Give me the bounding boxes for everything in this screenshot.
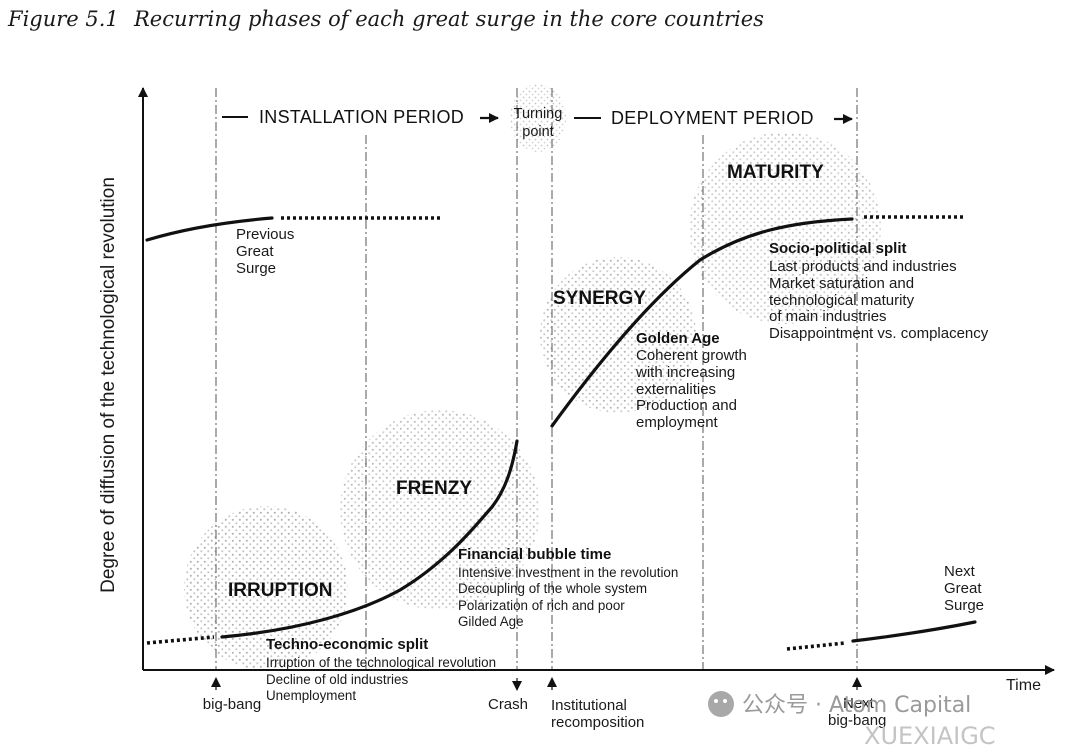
irruption-lead-in [146,635,215,645]
previous-surge-text: Previous Great Surge [236,226,294,277]
golden-age-line: Production and [636,397,737,414]
socio-political-line: Market saturation and [769,275,914,292]
wechat-icon [708,691,734,717]
financial-bubble: Financial bubble time Intensive investme… [458,546,678,629]
watermark: XUEXIAIGC 公众号 · Atom Capital [708,691,996,746]
next-surge-line: Great [944,580,982,597]
turning-point-label-2: point [522,124,553,140]
socio-political-line: technological maturity [769,292,915,309]
financial-bubble-line: Intensive investment in the revolution [458,565,678,580]
previous-surge-line: Surge [236,260,276,277]
caption-text: Recurring phases of each great surge in … [133,7,764,31]
socio-political-line: Last products and industries [769,258,957,275]
next-surge-text: Next Great Surge [944,563,984,614]
watermark-text: 公众号 · Atom Capital [742,693,971,718]
next-surge-line: Next [944,563,976,580]
techno-economic-split: Techno-economic split Irruption of the t… [266,636,496,703]
synergy-blob [540,257,696,413]
caption-number: Figure 5.1 [7,7,119,31]
golden-age-line: externalities [636,381,716,398]
next-surge-line: Surge [944,597,984,614]
big-bang-label: big-bang [203,696,261,713]
techno-economic-title: Techno-economic split [266,636,428,653]
golden-age-line: Coherent growth [636,347,747,364]
installation-curve [220,439,519,639]
socio-political-line: of main industries [769,308,887,325]
previous-surge-line: Great [236,243,274,260]
socio-political-split: Socio-political split Last products and … [769,240,989,342]
y-axis-label: Degree of diffusion of the technological… [98,177,119,593]
crash-label: Crash [488,696,528,713]
next-big-bang-label-1: Next [843,695,875,712]
next-surge-lead-in [786,641,846,651]
financial-bubble-line: Decoupling of the whole system [458,581,647,596]
financial-bubble-line: Polarization of rich and poor [458,598,625,613]
techno-economic-line: Irruption of the technological revolutio… [266,655,496,670]
installation-period-label: INSTALLATION PERIOD [259,107,464,127]
techno-economic-line: Decline of old industries [266,672,408,687]
golden-age-title: Golden Age [636,330,720,347]
axes: Degree of diffusion of the technological… [98,87,1055,694]
irruption-label: IRRUPTION [228,580,333,601]
irruption-blob [184,506,348,670]
financial-bubble-title: Financial bubble time [458,546,611,563]
phase-labels: IRRUPTION FRENZY SYNERGY MATURITY [228,162,824,601]
surge-curves [145,215,977,651]
synergy-label: SYNERGY [553,288,646,309]
figure-caption: Figure 5.1 Recurring phases of each grea… [7,7,764,31]
golden-age: Golden Age Coherent growth with increasi… [635,330,747,431]
event-markers: big-bang Crash Institutional recompositi… [203,677,886,731]
frenzy-blob [340,410,540,610]
techno-economic-line: Unemployment [266,688,356,703]
turning-point-label-1: Turning [514,106,563,122]
watermark-faint-text: XUEXIAIGC [864,722,996,746]
frenzy-label: FRENZY [396,478,472,499]
golden-age-line: employment [636,414,719,431]
institutional-label-2: recomposition [551,714,644,731]
phase-guides [215,88,858,670]
deployment-curve [550,217,854,428]
next-surge-curve [851,620,977,643]
institutional-label-1: Institutional [551,697,627,714]
socio-political-line: Disappointment vs. complacency [769,325,989,342]
previous-surge-line: Previous [236,226,294,243]
maturity-label: MATURITY [727,162,824,183]
socio-political-title: Socio-political split [769,240,907,257]
x-axis-label: Time [1006,677,1041,694]
deployment-period-label: DEPLOYMENT PERIOD [611,108,814,128]
period-headers: INSTALLATION PERIOD Turning point DEPLOY… [222,106,853,140]
golden-age-line: with increasing [635,364,735,381]
financial-bubble-line: Gilded Age [458,614,524,629]
next-big-bang-label-2: big-bang [828,712,886,729]
previous-surge-curve [145,216,274,242]
